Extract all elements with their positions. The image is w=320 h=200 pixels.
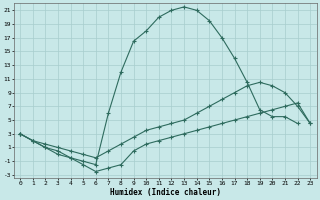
X-axis label: Humidex (Indice chaleur): Humidex (Indice chaleur) bbox=[110, 188, 220, 197]
